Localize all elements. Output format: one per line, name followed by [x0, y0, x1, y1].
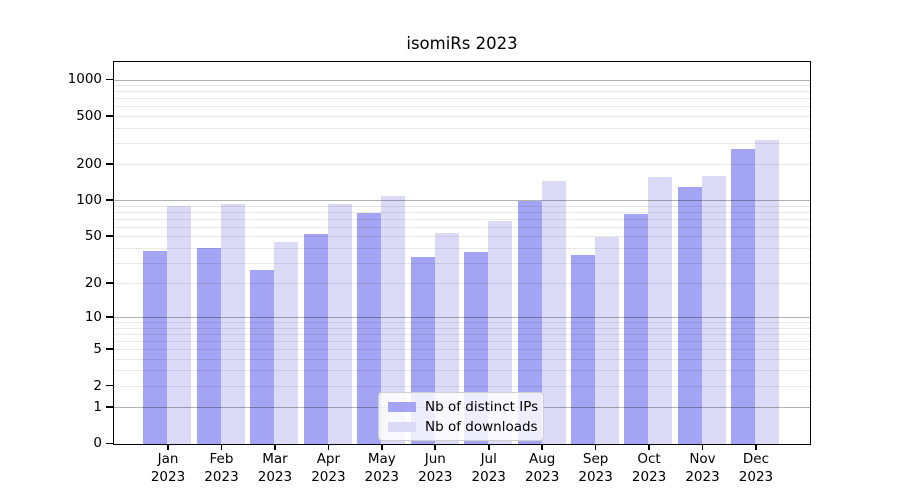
- x-tick-label-may: May 2023: [364, 451, 399, 485]
- x-tick-mark-apr: [327, 445, 330, 450]
- legend-row-downloads: Nb of downloads: [388, 418, 538, 435]
- y-tick-label-10: 10: [84, 309, 102, 326]
- bar-downloads-sep: [595, 236, 619, 444]
- bar-distinct-ips-jan: [143, 251, 168, 444]
- y-tick-mark-10: [106, 316, 113, 318]
- x-tick-mark-oct: [648, 445, 650, 450]
- y-tick-label-20: 20: [84, 275, 102, 291]
- x-tick-mark-aug: [541, 445, 543, 450]
- x-tick-label-jan: Jan 2023: [150, 451, 186, 485]
- bar-distinct-ips-oct: [624, 213, 649, 444]
- bar-downloads-dec: [755, 139, 780, 444]
- x-tick-mark-jun: [434, 445, 437, 450]
- x-tick-label-oct: Oct 2023: [631, 451, 667, 485]
- legend-label-distinct-ips: Nb of distinct IPs: [425, 398, 539, 415]
- bar-distinct-ips-dec: [731, 148, 756, 444]
- y-tick-label-1000: 1000: [67, 71, 102, 88]
- bar-distinct-ips-mar: [250, 270, 275, 444]
- bar-distinct-ips-feb: [196, 248, 221, 444]
- y-tick-label-1: 1: [93, 398, 102, 415]
- x-tick-mark-jul: [487, 445, 490, 450]
- y-tick-mark-100: [106, 199, 113, 202]
- bar-downloads-nov: [701, 175, 726, 444]
- y-tick-mark-0: [106, 442, 113, 445]
- bar-distinct-ips-sep: [571, 255, 595, 444]
- y-tick-label-500: 500: [76, 107, 102, 124]
- x-tick-mark-feb: [220, 445, 223, 450]
- y-tick-mark-2: [106, 384, 113, 387]
- x-tick-label-nov: Nov 2023: [685, 451, 720, 485]
- x-tick-mark-mar: [274, 445, 276, 450]
- bar-distinct-ips-apr: [303, 233, 328, 444]
- x-tick-mark-dec: [755, 445, 757, 450]
- bars-layer: [114, 62, 810, 444]
- y-tick-label-100: 100: [76, 192, 102, 209]
- legend: Nb of distinct IPs Nb of downloads: [378, 392, 544, 441]
- y-tick-label-0: 0: [93, 435, 102, 452]
- chart-title: isomiRs 2023: [406, 34, 518, 53]
- y-tick-mark-5: [106, 348, 113, 350]
- x-tick-label-jul: Jul 2023: [471, 451, 506, 485]
- y-tick-mark-500: [106, 115, 113, 117]
- bar-downloads-jan: [167, 205, 192, 444]
- y-tick-mark-20: [106, 282, 113, 284]
- y-tick-label-2: 2: [93, 377, 102, 394]
- legend-label-downloads: Nb of downloads: [425, 418, 538, 435]
- x-tick-mark-nov: [701, 445, 704, 450]
- bar-downloads-feb: [220, 203, 245, 444]
- legend-swatch-distinct-ips-icon: [388, 401, 416, 412]
- bar-distinct-ips-may: [357, 212, 382, 444]
- y-tick-mark-50: [106, 235, 113, 238]
- x-tick-label-dec: Dec 2023: [738, 451, 774, 485]
- bar-downloads-apr: [327, 204, 352, 444]
- x-tick-label-apr: Apr 2023: [311, 451, 346, 485]
- x-tick-mark-sep: [594, 445, 597, 450]
- bar-downloads-mar: [274, 242, 299, 444]
- bar-downloads-oct: [648, 176, 673, 444]
- x-tick-label-feb: Feb 2023: [204, 451, 239, 485]
- bar-distinct-ips-nov: [677, 187, 702, 444]
- legend-row-distinct-ips: Nb of distinct IPs: [388, 398, 538, 415]
- x-tick-mark-jan: [167, 445, 169, 450]
- y-tick-label-200: 200: [76, 156, 102, 173]
- x-tick-label-jun: Jun 2023: [418, 451, 453, 485]
- y-tick-mark-1: [106, 406, 113, 408]
- x-tick-mark-may: [381, 445, 383, 450]
- x-tick-label-aug: Aug 2023: [524, 451, 560, 485]
- bar-downloads-aug: [541, 181, 566, 444]
- y-tick-mark-1000: [106, 78, 113, 81]
- x-tick-label-sep: Sep 2023: [578, 451, 613, 485]
- y-tick-mark-200: [106, 163, 113, 165]
- y-tick-label-50: 50: [84, 228, 102, 245]
- plot-area: [113, 61, 811, 445]
- legend-swatch-downloads-icon: [388, 421, 416, 432]
- x-tick-label-mar: Mar 2023: [257, 451, 293, 485]
- y-tick-label-5: 5: [93, 341, 102, 357]
